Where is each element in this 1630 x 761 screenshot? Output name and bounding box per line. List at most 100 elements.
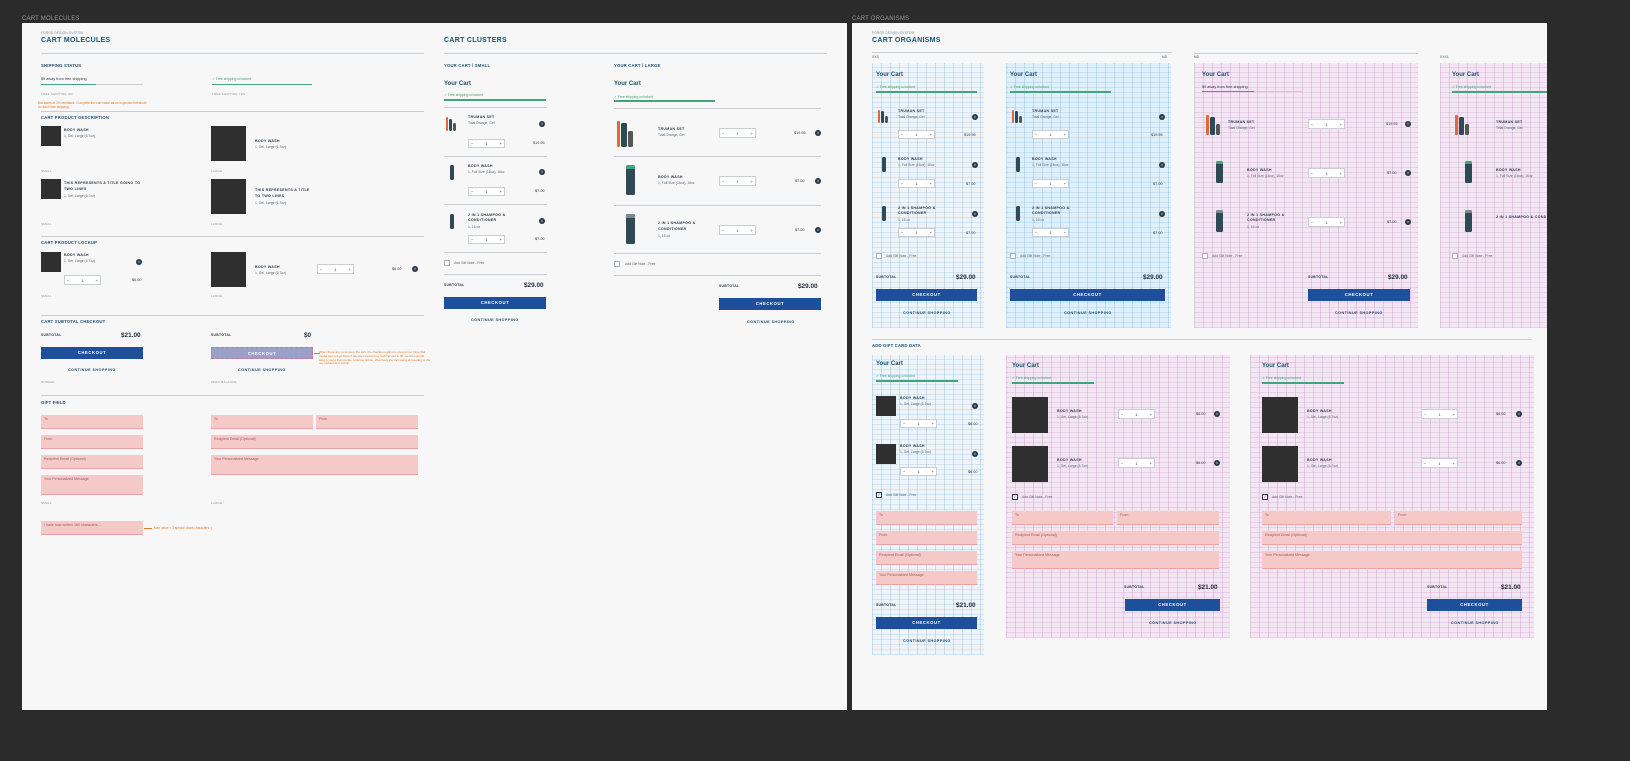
quantity-stepper[interactable]: − 1 + (1421, 458, 1458, 468)
minus-icon[interactable]: − (1035, 181, 1038, 186)
minus-icon[interactable]: − (1311, 170, 1314, 176)
plus-icon[interactable]: + (750, 130, 753, 136)
minus-icon[interactable]: − (722, 227, 725, 233)
continue-shopping-link[interactable]: CONTINUE SHOPPING (1149, 621, 1197, 625)
quantity-stepper[interactable]: − 1 + (1032, 228, 1069, 237)
gift-recipient-field[interactable]: Recipient Email (Optional) (1262, 531, 1522, 545)
gift-to-field[interactable]: To (1262, 511, 1391, 525)
plus-icon[interactable]: + (95, 277, 98, 283)
plus-icon[interactable]: + (1149, 411, 1152, 417)
quantity-stepper[interactable]: − 1 + (1118, 409, 1155, 419)
continue-shopping-link[interactable]: CONTINUE SHOPPING (1064, 311, 1112, 315)
remove-item-icon[interactable]: × (815, 178, 821, 184)
minus-icon[interactable]: − (1035, 132, 1038, 137)
checkout-button[interactable]: CHECKOUT (1010, 289, 1165, 301)
plus-icon[interactable]: + (929, 230, 932, 235)
plus-icon[interactable]: + (1339, 219, 1342, 225)
checkout-button[interactable]: CHECKOUT (444, 297, 546, 309)
plus-icon[interactable]: + (1339, 121, 1342, 127)
remove-item-icon[interactable]: × (1159, 114, 1165, 120)
gift-from-field[interactable]: From (1395, 511, 1522, 525)
gift-from-field[interactable]: From (41, 435, 143, 449)
remove-item-icon[interactable]: × (972, 451, 978, 457)
plus-icon[interactable]: + (1063, 181, 1066, 186)
quantity-stepper[interactable]: − 1 + (317, 264, 354, 274)
plus-icon[interactable]: + (929, 181, 932, 186)
gift-note-checkbox[interactable] (614, 261, 620, 267)
gift-note-checkbox-checked[interactable]: ✓ (1262, 494, 1268, 500)
plus-icon[interactable]: + (1063, 230, 1066, 235)
plus-icon[interactable]: + (929, 132, 932, 137)
minus-icon[interactable]: − (1424, 460, 1427, 466)
quantity-stepper[interactable]: − 1 + (719, 128, 756, 138)
checkout-button[interactable]: CHECKOUT (876, 289, 977, 301)
quantity-stepper[interactable]: − 1 + (1032, 179, 1069, 188)
checkout-button-disabled[interactable]: CHECKOUT (211, 347, 313, 359)
checkout-button[interactable]: CHECKOUT (719, 298, 821, 310)
gift-from-field[interactable]: From (876, 531, 977, 545)
minus-icon[interactable]: − (722, 178, 725, 184)
plus-icon[interactable]: + (750, 227, 753, 233)
quantity-stepper[interactable]: − 1 + (900, 467, 937, 476)
plus-icon[interactable]: + (499, 189, 502, 194)
gift-recipient-field[interactable]: Recipient Email (Optional) (41, 455, 143, 469)
plus-icon[interactable]: + (750, 178, 753, 184)
remove-item-icon[interactable]: × (972, 211, 978, 217)
gift-to-field[interactable]: To (876, 511, 977, 525)
gift-message-limit-field[interactable]: I have now written 160 characters... (41, 521, 143, 535)
remove-item-icon[interactable]: × (1405, 219, 1411, 225)
checkout-button[interactable]: CHECKOUT (1125, 599, 1220, 611)
continue-shopping-link[interactable]: CONTINUE SHOPPING (903, 311, 951, 315)
remove-item-icon[interactable]: × (972, 403, 978, 409)
gift-note-checkbox-checked[interactable]: ✓ (876, 492, 882, 498)
minus-icon[interactable]: − (901, 181, 904, 186)
remove-item-icon[interactable]: × (539, 218, 545, 224)
remove-item-icon[interactable]: × (539, 169, 545, 175)
minus-icon[interactable]: − (903, 421, 906, 426)
quantity-stepper[interactable]: − 1 + (1308, 168, 1345, 178)
gift-message-field[interactable]: Your Personalized Message (876, 571, 977, 585)
quantity-stepper[interactable]: − 1 + (1118, 458, 1155, 468)
checkout-button[interactable]: CHECKOUT (1427, 599, 1522, 611)
continue-shopping-link[interactable]: CONTINUE SHOPPING (238, 368, 286, 372)
remove-item-icon[interactable]: × (1159, 162, 1165, 168)
remove-item-icon[interactable]: × (1516, 411, 1522, 417)
continue-shopping-link[interactable]: CONTINUE SHOPPING (1451, 621, 1499, 625)
minus-icon[interactable]: − (901, 230, 904, 235)
minus-icon[interactable]: − (471, 189, 474, 194)
gift-message-field[interactable]: Your Personalized Message (211, 455, 418, 475)
minus-icon[interactable]: − (320, 266, 323, 272)
checkout-button[interactable]: CHECKOUT (41, 347, 143, 359)
remove-item-icon[interactable]: × (972, 114, 978, 120)
minus-icon[interactable]: − (471, 141, 474, 146)
gift-note-checkbox[interactable] (1202, 253, 1208, 259)
continue-shopping-link[interactable]: CONTINUE SHOPPING (903, 639, 951, 643)
gift-to-field[interactable]: To (1012, 511, 1113, 525)
remove-item-icon[interactable]: × (815, 227, 821, 233)
quantity-stepper[interactable]: − 1 + (1421, 409, 1458, 419)
gift-recipient-field[interactable]: Recipient Email (Optional) (1012, 531, 1219, 545)
minus-icon[interactable]: − (1311, 219, 1314, 225)
continue-shopping-link[interactable]: CONTINUE SHOPPING (747, 320, 795, 324)
minus-icon[interactable]: − (1121, 411, 1124, 417)
remove-item-icon[interactable]: × (136, 259, 142, 265)
plus-icon[interactable]: + (499, 141, 502, 146)
minus-icon[interactable]: − (1311, 121, 1314, 127)
minus-icon[interactable]: − (1121, 460, 1124, 466)
plus-icon[interactable]: + (348, 266, 351, 272)
gift-note-checkbox-checked[interactable]: ✓ (1012, 494, 1018, 500)
minus-icon[interactable]: − (1035, 230, 1038, 235)
minus-icon[interactable]: − (67, 277, 70, 283)
quantity-stepper[interactable]: − 1 + (900, 419, 937, 428)
minus-icon[interactable]: − (471, 237, 474, 242)
remove-item-icon[interactable]: × (1516, 460, 1522, 466)
gift-recipient-field[interactable]: Recipient Email (Optional) (876, 551, 977, 565)
quantity-stepper[interactable]: − 1 + (468, 187, 505, 196)
plus-icon[interactable]: + (931, 421, 934, 426)
continue-shopping-link[interactable]: CONTINUE SHOPPING (68, 368, 116, 372)
gift-message-field[interactable]: Your Personalized Message (1262, 551, 1522, 569)
remove-item-icon[interactable]: × (1214, 460, 1220, 466)
gift-from-field[interactable]: From (316, 415, 418, 429)
gift-note-checkbox[interactable] (444, 260, 450, 266)
continue-shopping-link[interactable]: CONTINUE SHOPPING (471, 318, 519, 322)
